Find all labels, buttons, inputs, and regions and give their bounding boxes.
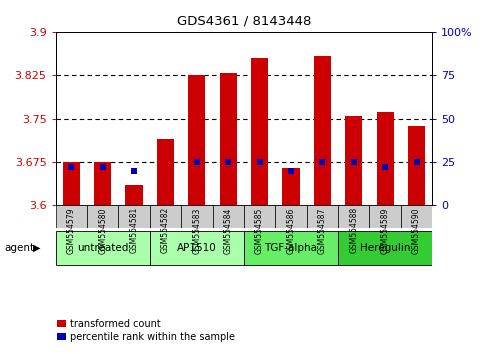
Bar [345,116,362,205]
Bar [369,205,401,228]
Bar [150,231,244,265]
Bar [126,185,142,205]
Bar [314,56,331,205]
Bar [181,205,213,228]
Text: GSM554588: GSM554588 [349,207,358,253]
Text: ▶: ▶ [32,243,40,253]
Bar [87,205,118,228]
Text: GSM554580: GSM554580 [98,207,107,253]
Bar [338,205,369,228]
Text: GSM554587: GSM554587 [318,207,327,253]
Text: GSM554581: GSM554581 [129,207,139,253]
Text: GSM554579: GSM554579 [67,207,76,254]
Bar [56,231,150,265]
Text: AP1510: AP1510 [177,243,217,253]
Bar [94,162,111,205]
Bar [63,162,80,205]
Text: GSM554590: GSM554590 [412,207,421,254]
Text: TGF-alpha: TGF-alpha [265,243,317,253]
Text: GSM554583: GSM554583 [192,207,201,253]
Bar [56,205,87,228]
Bar [275,205,307,228]
Bar [338,231,432,265]
Text: untreated: untreated [77,243,128,253]
Text: GSM554586: GSM554586 [286,207,296,253]
Text: GSM554585: GSM554585 [255,207,264,253]
Bar [213,205,244,228]
Bar [220,74,237,205]
Bar [401,205,432,228]
Text: agent: agent [5,243,35,253]
Bar [150,205,181,228]
Text: GSM554582: GSM554582 [161,207,170,253]
Text: Heregulin: Heregulin [360,243,411,253]
Bar [283,168,299,205]
Bar [157,139,174,205]
Bar [251,58,268,205]
Bar [188,75,205,205]
Bar [307,205,338,228]
Text: GSM554589: GSM554589 [381,207,390,253]
Bar [408,126,425,205]
Bar [118,205,150,228]
Legend: transformed count, percentile rank within the sample: transformed count, percentile rank withi… [53,315,239,346]
Text: GSM554584: GSM554584 [224,207,233,253]
Text: GDS4361 / 8143448: GDS4361 / 8143448 [177,14,311,27]
Bar [244,205,275,228]
Bar [377,112,394,205]
Bar [244,231,338,265]
